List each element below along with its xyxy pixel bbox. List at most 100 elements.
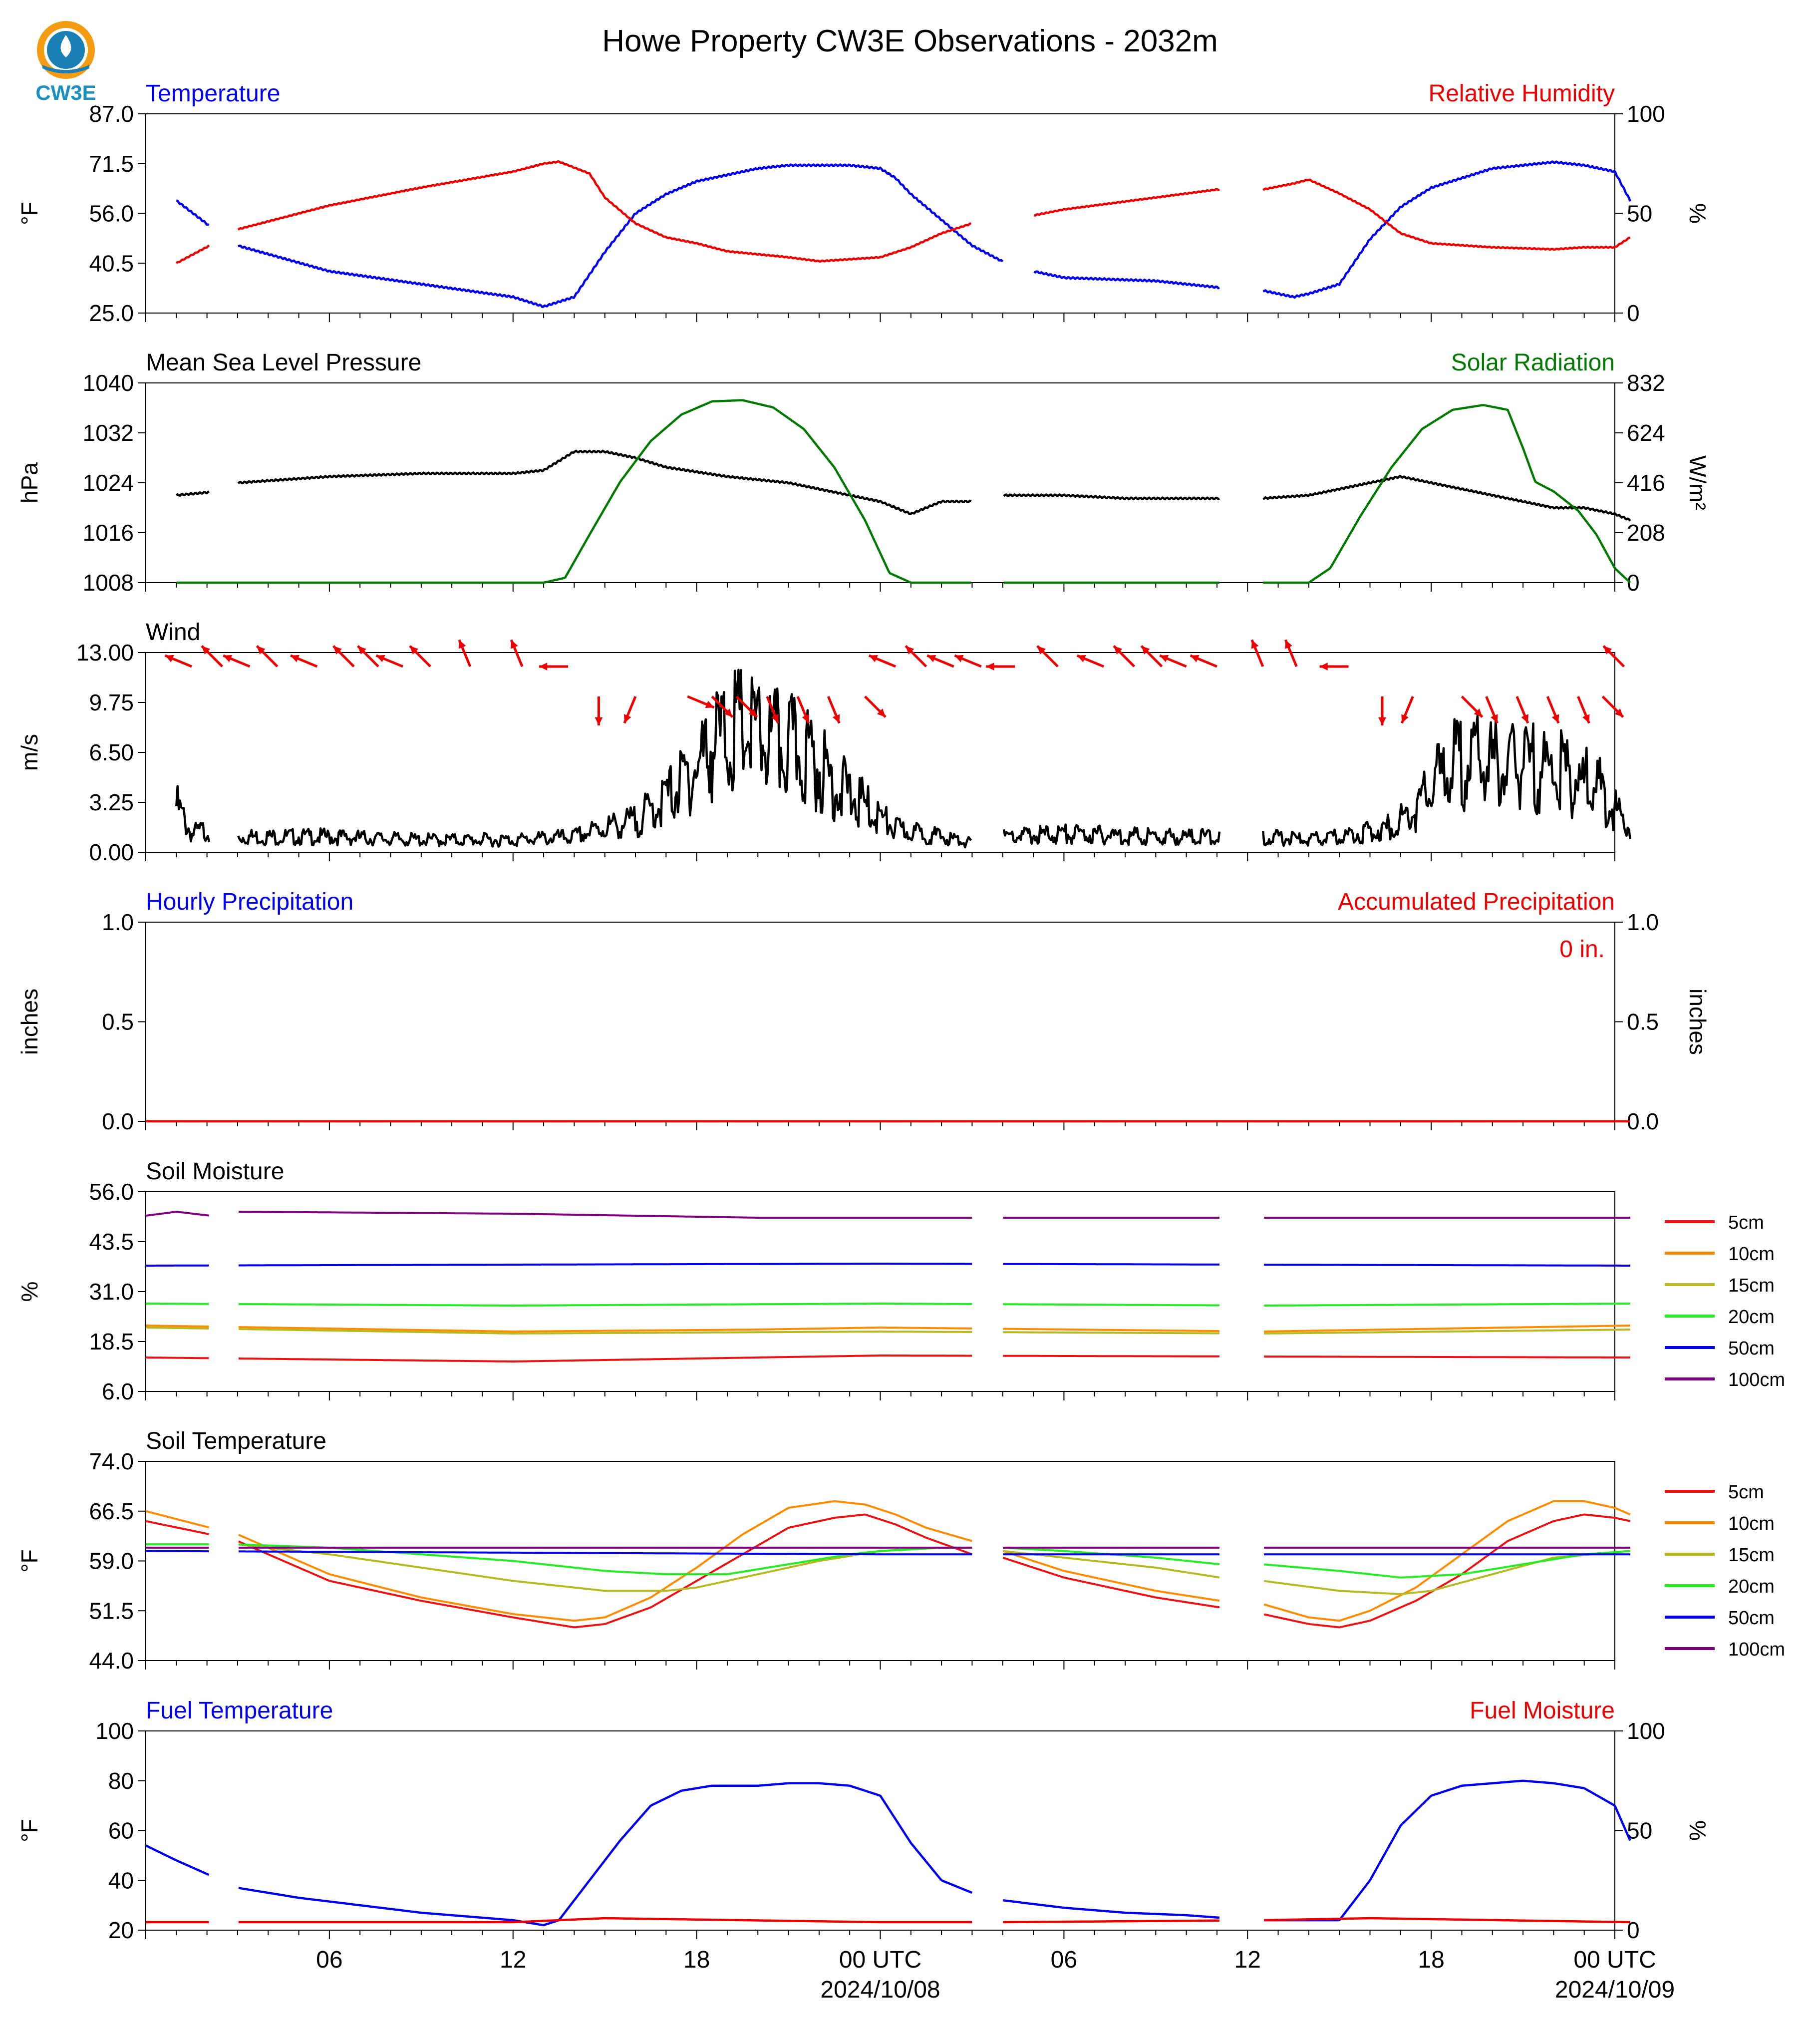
series-line-50cm [146, 1263, 1630, 1267]
ytick-label-left: 1040 [83, 370, 134, 396]
series-line-pressure [175, 449, 1631, 522]
ytick-label-left: 40 [108, 1867, 134, 1893]
ytick-label-left: 74.0 [89, 1448, 134, 1474]
series-line-fuel_moisture [146, 1917, 1630, 1924]
wind-arrow [1461, 695, 1484, 718]
ytick-label-right: 0.0 [1627, 1108, 1659, 1134]
ytick-label-right: 100 [1627, 101, 1665, 127]
panel-title-left: Soil Moisture [146, 1158, 284, 1185]
wind-arrow [926, 654, 954, 668]
panel-temp_rh: Temperature Relative Humidity 25.0 40.5 56.0… [16, 80, 1711, 326]
panel-fuel: Fuel Temperature Fuel Moisture 20 40 60 80 100… [16, 1697, 1711, 1943]
time-axis: 06 12 18 00 UTC 2024/10/08 06 12 18 00 UTC 2024/1… [316, 1947, 1675, 2003]
ytick-label-left: 43.5 [89, 1229, 134, 1255]
wind-arrow [595, 696, 603, 725]
wind-arrow [164, 654, 192, 668]
xtick-label: 18 [1418, 1947, 1444, 1973]
ytick-label-left: 1.0 [102, 909, 134, 935]
wind-arrow [711, 695, 734, 718]
ytick-label-right: 832 [1627, 370, 1665, 396]
ytick-label-left: 100 [95, 1718, 134, 1744]
wind-arrow [735, 695, 758, 718]
series-line-solar_radiation [176, 399, 1631, 584]
series-line-temperature [176, 160, 1631, 309]
panel-precip: Hourly Precipitation Accumulated Precipit… [16, 889, 1711, 1134]
wind-arrow [1036, 645, 1059, 668]
wind-arrow [357, 645, 379, 668]
ytick-label-left: 44.0 [89, 1648, 134, 1674]
legend-label: 100cm [1728, 1369, 1785, 1390]
series-line-20cm [146, 1303, 1630, 1307]
wind-arrow [1159, 654, 1187, 668]
wind-arrow [1546, 696, 1560, 724]
legend-label: 50cm [1728, 1338, 1775, 1359]
series-line-100cm [145, 1211, 1630, 1219]
wind-arrow [1250, 639, 1264, 667]
ytick-label-left: 6.0 [102, 1378, 134, 1404]
ylabel-right: % [1685, 203, 1711, 224]
xtick-label: 00 UTC [1573, 1947, 1656, 1973]
wind-arrow [1113, 645, 1136, 668]
ytick-label-left: 87.0 [89, 101, 134, 127]
ytick-label-left: 56.0 [89, 1179, 134, 1205]
ytick-label-left: 20 [108, 1917, 134, 1943]
wind-arrow [1516, 696, 1529, 724]
ytick-label-left: 1008 [83, 570, 134, 596]
legend-label: 50cm [1728, 1608, 1775, 1629]
wind-arrow [1284, 639, 1298, 667]
wind-arrow [256, 645, 279, 668]
legend-label: 15cm [1728, 1275, 1775, 1296]
ytick-label-right: 624 [1627, 420, 1665, 446]
ytick-label-left: 1024 [83, 470, 134, 496]
wind-arrow [1485, 696, 1499, 724]
panel-title-left: Temperature [146, 80, 280, 107]
wind-arrow [332, 645, 355, 668]
series-line-5cm [145, 1513, 1631, 1629]
ytick-label-left: 9.75 [89, 689, 134, 715]
wind-arrow [409, 645, 431, 668]
ytick-label-left: 1016 [83, 520, 134, 546]
wind-arrow [864, 695, 887, 718]
series-line-15cm [146, 1327, 1630, 1335]
series-line-relative_humidity [175, 160, 1630, 264]
ylabel-left: °F [16, 1819, 42, 1842]
ytick-label-right: 208 [1627, 520, 1665, 546]
xtick-date-label: 2024/10/09 [1555, 1977, 1675, 2003]
wind-arrow [796, 696, 810, 724]
wind-arrow [986, 663, 1015, 671]
logo-text: CW3E [35, 81, 96, 104]
xtick-label: 12 [1234, 1947, 1261, 1973]
ytick-label-right: 50 [1627, 201, 1652, 227]
wind-arrow [290, 654, 318, 668]
ytick-label-left: 59.0 [89, 1548, 134, 1574]
wind-arrow [1076, 654, 1105, 668]
ylabel-left: % [16, 1282, 42, 1302]
legend-label: 10cm [1728, 1244, 1775, 1265]
ylabel-left: m/s [16, 734, 42, 771]
panel-soil_temperature: Soil Temperature 44.0 51.5 59.0 66.5 74.0 °F 5c… [16, 1428, 1785, 1674]
panels-group: Temperature Relative Humidity 25.0 40.5 56.0… [16, 80, 1785, 1943]
legend-label: 10cm [1728, 1513, 1775, 1534]
wind-arrow [375, 654, 403, 668]
legend-label: 15cm [1728, 1545, 1775, 1566]
series-line-5cm [146, 1354, 1630, 1362]
wind-arrow [1140, 645, 1163, 668]
wind-arrow [223, 654, 251, 668]
ytick-label-left: 80 [108, 1768, 134, 1794]
ytick-label-right: 50 [1627, 1818, 1652, 1844]
xtick-label: 18 [683, 1947, 710, 1973]
xtick-label: 06 [316, 1947, 342, 1973]
wind-arrow [1400, 696, 1414, 724]
ytick-label-left: 6.50 [89, 739, 134, 765]
ylabel-right: % [1685, 1820, 1711, 1841]
ytick-label-left: 31.0 [89, 1279, 134, 1305]
ytick-label-left: 0.0 [102, 1108, 134, 1134]
series-line-fuel_temperature [145, 1779, 1631, 1927]
wind-arrow [539, 663, 569, 671]
ytick-label-left: 13.00 [76, 640, 134, 666]
ylabel-left: inches [16, 989, 42, 1055]
ytick-label-left: 71.5 [89, 151, 134, 177]
panel-title-left: Wind [146, 619, 200, 646]
ylabel-left: °F [16, 1549, 42, 1573]
ytick-label-right: 416 [1627, 470, 1665, 496]
